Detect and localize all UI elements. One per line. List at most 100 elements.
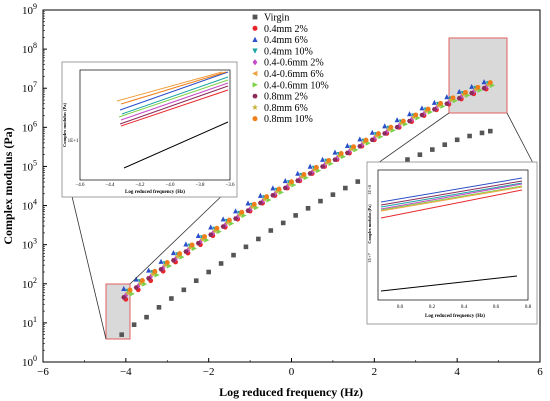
y-tick-label: 107 [22, 80, 37, 95]
legend-marker [251, 104, 259, 111]
data-point [472, 86, 479, 92]
data-point [357, 144, 363, 149]
data-point [177, 251, 183, 256]
data-point [320, 164, 326, 169]
data-point [369, 129, 375, 135]
data-point [394, 124, 400, 130]
data-point [233, 208, 239, 214]
data-point [181, 287, 187, 293]
data-point [323, 159, 330, 166]
legend-marker [252, 82, 258, 88]
data-point [195, 241, 201, 246]
data-point [430, 147, 435, 152]
data-point [280, 220, 286, 226]
data-point [344, 150, 350, 156]
data-point [289, 179, 294, 185]
data-point [245, 208, 251, 213]
inset-x-tick-label: −3.8 [195, 183, 205, 188]
data-point [220, 216, 226, 222]
data-point [121, 295, 127, 300]
data-point [425, 106, 431, 112]
data-point [282, 185, 288, 191]
y-tick-label: 109 [22, 2, 37, 17]
data-point [202, 234, 207, 239]
data-point [286, 181, 293, 187]
data-point [148, 273, 153, 280]
data-point [463, 89, 468, 95]
data-point [475, 84, 481, 90]
data-point [311, 166, 318, 173]
inset-low-xlabel: Log reduced frequency (Hz) [125, 190, 185, 195]
data-point [394, 117, 400, 123]
data-point [351, 144, 357, 150]
data-point [431, 99, 437, 105]
data-point [448, 96, 454, 103]
data-point [195, 232, 201, 238]
y-tick-label: 101 [22, 315, 37, 330]
y-tick-label: 104 [22, 198, 37, 213]
data-point [487, 80, 493, 85]
data-point [313, 164, 319, 170]
data-point [369, 137, 375, 142]
data-point [152, 268, 158, 274]
data-point [257, 192, 263, 198]
data-point [388, 124, 394, 130]
data-point [146, 276, 152, 281]
inset-high-y-tick-low: 1E+7 [367, 252, 372, 263]
data-point [456, 88, 462, 94]
data-point [211, 227, 218, 234]
inset-series-line [380, 182, 523, 208]
legend-entry: Virgin [264, 13, 289, 24]
data-point [285, 183, 290, 190]
y-axis: 100 101 102 103 104 105 106 107 108 109 [22, 2, 47, 369]
inset-series-line [119, 85, 229, 125]
data-point [236, 211, 243, 218]
inset-series-line [120, 71, 227, 105]
data-point [363, 137, 369, 143]
legend-marker [252, 93, 258, 99]
x-tick-label: 2 [372, 366, 378, 378]
data-point [456, 96, 462, 101]
x-axis: −6 −4 −2 0 2 4 6 [37, 358, 543, 378]
data-point [264, 194, 270, 199]
data-point [226, 217, 232, 223]
y-axis-label: Complex modulus (Pa) [1, 127, 15, 244]
data-point [382, 123, 388, 129]
data-point [173, 256, 178, 262]
data-point [187, 244, 193, 251]
data-point [318, 198, 323, 204]
data-point [485, 81, 492, 88]
inset-series-line [120, 89, 229, 127]
data-point [467, 133, 472, 139]
data-point [133, 276, 139, 282]
x-tick-label: −2 [203, 366, 215, 378]
data-point [298, 173, 305, 180]
data-point [481, 79, 487, 85]
data-point [307, 171, 313, 176]
inset-x-tick-label: 0.0 [397, 305, 404, 310]
data-point [121, 285, 127, 291]
inset-series-line [119, 71, 229, 111]
inset-series-line [380, 189, 523, 219]
data-point [276, 186, 282, 192]
y-tick-label: 106 [22, 119, 37, 134]
inset-series-line [380, 183, 523, 210]
inset-high-y-tick-high: 1E+8 [367, 184, 372, 195]
data-point [149, 271, 156, 277]
inset-series-line [380, 180, 523, 206]
data-point [479, 130, 485, 136]
inset-high-ylabel: Complex modulus (Pa) [367, 204, 372, 244]
data-point [214, 225, 220, 231]
data-point [257, 200, 263, 206]
data-point [274, 188, 280, 195]
data-point [442, 142, 448, 147]
inset-series-line [380, 185, 523, 211]
data-point [119, 332, 124, 337]
connector-line [506, 112, 534, 164]
data-point [129, 291, 135, 297]
inset-series-line [121, 76, 229, 115]
inset-high: 0.0 0.2 0.4 0.6 0.8 1E+8 1E+7 Complex modulu… [366, 161, 538, 325]
legend-entry: 0.4-0.6mm 6% [264, 69, 324, 80]
data-point [376, 131, 381, 137]
data-point [261, 196, 268, 202]
